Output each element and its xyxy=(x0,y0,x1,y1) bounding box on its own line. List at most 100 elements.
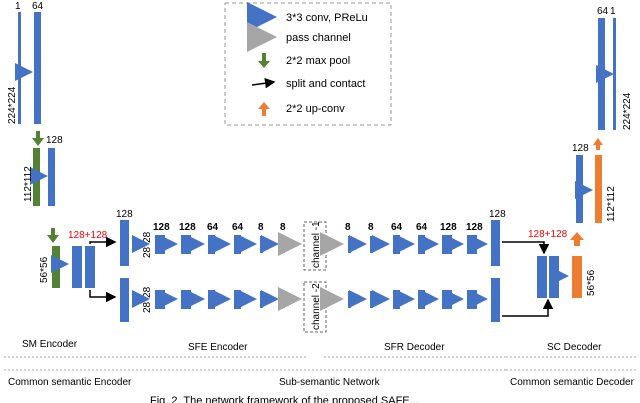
sfe-top-bar-4 xyxy=(234,235,241,254)
sfe-top-bar-2 xyxy=(181,235,191,254)
sfr-bottom-bar-5 xyxy=(442,290,452,309)
subsemantic-label: Sub-semantic Network xyxy=(279,377,381,388)
sfr-bottom-bar-6 xyxy=(467,290,477,309)
legend-split-label: split and contact xyxy=(286,78,366,90)
sfe-top-bar-6 xyxy=(282,236,285,253)
sfe-bottom-bar-2 xyxy=(181,290,191,309)
sm-feature-bar-128 xyxy=(48,148,55,206)
sm-channel-64: 64 xyxy=(32,1,44,12)
sfr-top-bar-1 xyxy=(348,236,351,253)
sfe-ch-e: 8 xyxy=(258,222,264,233)
sfe-bottom-bar-5 xyxy=(260,291,263,308)
sc-upconv-bar-56 xyxy=(572,256,582,298)
sm-pooled-bar-1 xyxy=(33,148,40,206)
sfe-channel-128-top: 128 xyxy=(116,209,133,220)
sm-input-bar xyxy=(18,12,21,124)
sfr-top-bar-3 xyxy=(393,235,400,254)
sfe-encoder: 128 28*28 28*28 128 128 64 64 8 8 xyxy=(116,209,302,322)
split-arrow-icon xyxy=(251,78,276,89)
split-arrow-top xyxy=(89,236,117,248)
sc-upconv-arrow-1 xyxy=(570,232,584,246)
sfr-ch-a: 8 xyxy=(345,222,351,233)
sc-channel-1: 1 xyxy=(610,6,616,17)
section-labels: SM Encoder SFE Encoder SFR Decoder SC De… xyxy=(4,339,636,388)
sc-feature-bar-128 xyxy=(576,155,583,223)
sc-concat-bar-1 xyxy=(537,256,547,298)
sfr-ch-c: 64 xyxy=(391,222,403,233)
sfr-bottom-bar-1 xyxy=(348,291,351,308)
legend-upconv-label: 2*2 up-conv xyxy=(286,103,345,115)
sfe-ch-a: 128 xyxy=(153,222,170,233)
legend-pass-label: pass channel xyxy=(286,32,351,44)
merge-arrow-top xyxy=(502,241,550,255)
sfr-bottom-bar-3 xyxy=(393,290,400,309)
sm-encoder-label: SM Encoder xyxy=(22,339,78,350)
sm-concat-bar-1 xyxy=(72,246,82,288)
upconv-arrow-icon xyxy=(258,102,270,116)
sfe-ch-d: 64 xyxy=(232,222,244,233)
common-encoder-label: Common semantic Encoder xyxy=(8,377,132,388)
sm-encoder: 1 64 224*224 128 112*112 56*56 128+128 xyxy=(7,1,108,288)
channel-1-label: channel -1 xyxy=(311,221,322,268)
sc-channel-128: 128 xyxy=(572,143,589,154)
sfe-ch-c: 64 xyxy=(207,222,219,233)
sfe-top-bar-3 xyxy=(208,235,215,254)
sfe-encoder-label: SFE Encoder xyxy=(188,342,248,353)
sfr-ch-out: 128 xyxy=(489,209,506,220)
sc-decoder-label: SC Decoder xyxy=(547,342,602,353)
sfr-ch-d: 64 xyxy=(416,222,428,233)
sfr-bottom-bar-4 xyxy=(418,290,425,309)
sfr-top-bar-2 xyxy=(370,236,373,253)
figure-caption: Fig. 2. The network framework of the pro… xyxy=(150,395,419,403)
sfe-top-bar-5 xyxy=(260,236,263,253)
sm-channel-1: 1 xyxy=(15,1,21,12)
sm-pooled-bar-2 xyxy=(52,246,60,288)
sc-output-bar xyxy=(613,18,616,130)
sm-concat-bar-2 xyxy=(85,246,95,288)
sc-channel-64: 64 xyxy=(597,6,609,17)
sc-upconv-arrow-2 xyxy=(593,138,603,150)
sfe-bottom-bar-1 xyxy=(155,290,165,309)
sfr-exit-bar-top xyxy=(491,220,500,266)
common-decoder-label: Common semantic Decoder xyxy=(510,377,635,388)
sfe-entry-bar-bottom xyxy=(120,278,129,322)
legend: 3*3 conv, PReLu pass channel 2*2 max poo… xyxy=(224,2,392,126)
sfr-top-bar-6 xyxy=(467,235,477,254)
sfr-top-bar-4 xyxy=(418,235,425,254)
sfe-bottom-bar-3 xyxy=(208,290,215,309)
sm-size-112: 112*112 xyxy=(23,166,34,202)
sfr-ch-e: 128 xyxy=(440,222,457,233)
legend-pool-label: 2*2 max pool xyxy=(286,55,350,67)
sfr-bottom-bar-2 xyxy=(370,291,373,308)
sm-pool-arrow-1 xyxy=(32,131,44,146)
sfr-decoder-label: SFR Decoder xyxy=(384,342,445,353)
sm-size-224: 224*224 xyxy=(7,86,18,124)
sm-feature-bar-64 xyxy=(34,12,41,124)
sfr-ch-b: 8 xyxy=(368,222,374,233)
sfr-decoder: 8 8 64 64 128 128 128 xyxy=(320,209,506,322)
sc-size-56: 56*56 xyxy=(586,269,597,296)
sc-upconv-bar-112 xyxy=(595,155,602,223)
channel-2-label: channel -2 xyxy=(311,283,322,330)
sfe-ch-f: 8 xyxy=(280,222,286,233)
sfe-ch-b: 128 xyxy=(179,222,196,233)
sfr-top-bar-5 xyxy=(442,235,452,254)
sc-feature-bar-64 xyxy=(598,18,605,130)
sm-concat-label: 128+128 xyxy=(68,230,108,241)
sc-size-224: 224*224 xyxy=(622,92,633,130)
sc-concat-label: 128+128 xyxy=(528,229,568,240)
sm-channel-128: 128 xyxy=(46,135,63,146)
sfr-exit-bar-bottom xyxy=(491,278,500,322)
pool-arrow-icon xyxy=(258,53,270,68)
sm-pool-arrow-2 xyxy=(47,228,59,243)
sm-size-56: 56*56 xyxy=(39,256,50,283)
channel-boxes: channel -1 channel -2 xyxy=(303,221,327,333)
split-arrow-bottom xyxy=(89,290,117,303)
sfe-top-bar-1 xyxy=(155,235,165,254)
merge-arrow-bottom xyxy=(502,298,554,317)
sfr-ch-f: 128 xyxy=(466,222,483,233)
sfe-bottom-bar-6 xyxy=(282,291,285,308)
sfe-entry-bar-top xyxy=(120,220,129,266)
sc-size-112: 112*112 xyxy=(606,186,617,222)
